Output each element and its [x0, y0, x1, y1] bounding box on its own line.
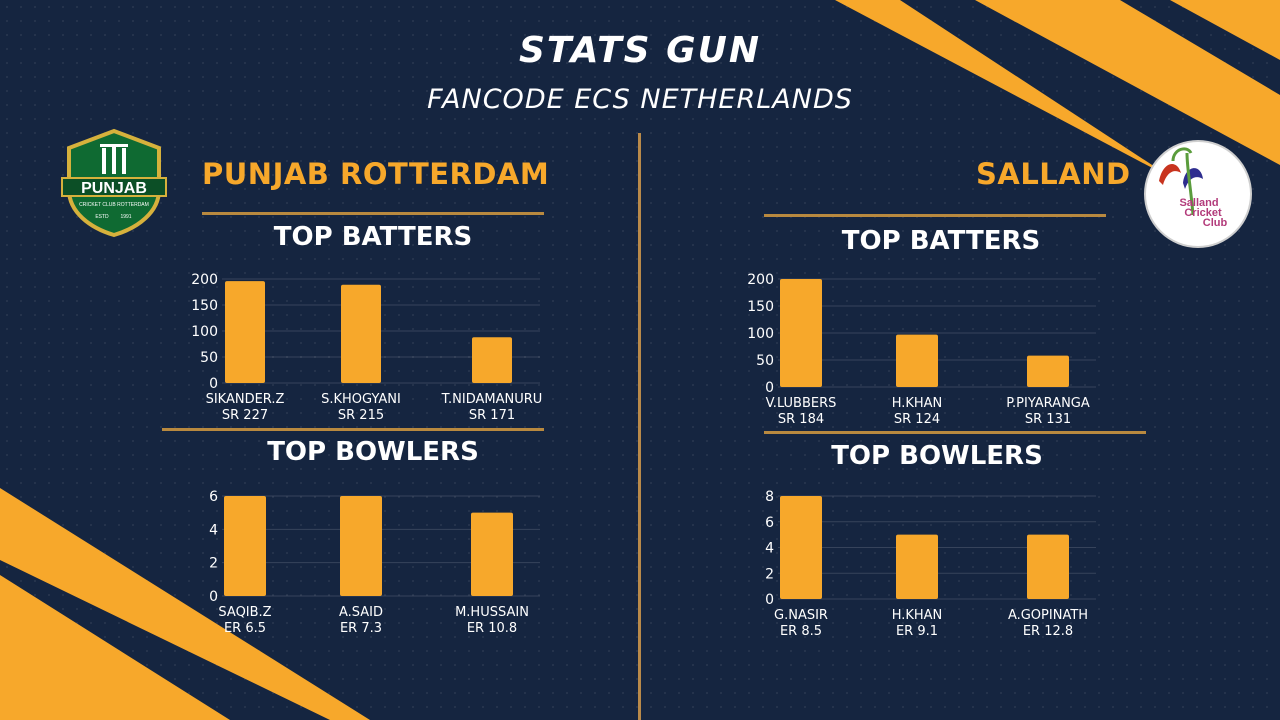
left-batters-title: TOP BATTERS: [273, 222, 473, 252]
category-sublabel: SR 227: [222, 408, 268, 423]
y-tick-label: 2: [209, 556, 218, 572]
y-tick-label: 100: [747, 326, 774, 342]
y-tick-label: 2: [765, 566, 774, 582]
stripe-bottom-left-2: [0, 575, 230, 720]
y-tick-label: 200: [747, 272, 774, 288]
y-tick-label: 6: [209, 489, 218, 505]
bar: [780, 496, 822, 599]
right-bowlers-title: TOP BOWLERS: [831, 441, 1043, 471]
y-tick-label: 6: [765, 515, 774, 531]
stripe-bottom-left-1: [0, 488, 370, 720]
y-tick-label: 150: [747, 299, 774, 315]
bar: [896, 334, 938, 387]
y-tick-label: 0: [209, 376, 218, 392]
bar: [340, 496, 382, 596]
category-sublabel: SR 131: [1025, 412, 1071, 427]
category-sublabel: ER 7.3: [340, 621, 382, 636]
category-label: H.KHAN: [892, 608, 943, 623]
bar: [780, 279, 822, 387]
category-sublabel: ER 10.8: [467, 621, 517, 636]
stripe-top-right-2: [975, 0, 1280, 165]
category-label: H.KHAN: [892, 396, 943, 411]
right-batters-title: TOP BATTERS: [841, 226, 1041, 256]
left-team-rule: [202, 212, 544, 215]
category-label: SIKANDER.Z: [206, 392, 285, 407]
category-sublabel: SR 124: [894, 412, 940, 427]
y-tick-label: 0: [209, 589, 218, 605]
y-tick-label: 0: [765, 380, 774, 396]
category-sublabel: ER 6.5: [224, 621, 266, 636]
punjab-logo-estd: ESTD: [95, 214, 109, 220]
y-tick-label: 100: [191, 324, 218, 340]
punjab-logo-name: PUNJAB: [81, 180, 147, 197]
right-team-name: SALLAND: [976, 157, 1131, 191]
y-tick-label: 4: [209, 522, 218, 538]
bar: [471, 512, 513, 596]
page-title: STATS GUN: [518, 30, 762, 71]
bar: [225, 281, 265, 383]
salland-logo-line1: Salland: [1179, 197, 1218, 209]
right-team-rule: [764, 214, 1106, 217]
stripe-top-right-1: [835, 0, 1175, 180]
category-sublabel: SR 215: [338, 408, 384, 423]
category-label: A.SAID: [339, 605, 383, 620]
category-sublabel: SR 184: [778, 412, 824, 427]
left-team-name: PUNJAB ROTTERDAM: [202, 157, 550, 191]
right-mid-rule: [764, 431, 1146, 434]
category-label: G.NASIR: [774, 608, 828, 623]
punjab-logo-tagline: CRICKET CLUB ROTTERDAM: [79, 202, 149, 208]
category-label: A.GOPINATH: [1008, 608, 1088, 623]
category-label: SAQIB.Z: [218, 605, 271, 620]
salland-logo-line2: Cricket: [1184, 207, 1222, 219]
y-tick-label: 150: [191, 298, 218, 314]
left-bowlers-title: TOP BOWLERS: [267, 437, 479, 467]
bar: [341, 284, 381, 383]
category-label: V.LUBBERS: [766, 396, 837, 411]
salland-logo: Salland Cricket Club: [1144, 140, 1252, 248]
category-sublabel: ER 8.5: [780, 624, 822, 639]
salland-logo-line3: Club: [1203, 217, 1228, 229]
bar: [224, 496, 266, 596]
bar: [896, 534, 938, 599]
bar: [472, 337, 512, 383]
category-sublabel: ER 9.1: [896, 624, 938, 639]
y-tick-label: 50: [200, 350, 218, 366]
category-label: T.NIDAMANURU: [441, 392, 543, 407]
category-sublabel: SR 171: [469, 408, 515, 423]
punjab-logo-year: 1991: [120, 214, 131, 220]
left-mid-rule: [162, 428, 544, 431]
bar: [1027, 355, 1069, 387]
y-tick-label: 8: [765, 489, 774, 505]
category-label: M.HUSSAIN: [455, 605, 529, 620]
category-label: S.KHOGYANI: [321, 392, 401, 407]
page-subtitle: FANCODE ECS NETHERLANDS: [427, 84, 853, 115]
y-tick-label: 50: [756, 353, 774, 369]
punjab-logo: PUNJAB CRICKET CLUB ROTTERDAM ESTD 1991: [61, 128, 167, 238]
y-tick-label: 0: [765, 592, 774, 608]
bar: [1027, 534, 1069, 599]
center-divider: [638, 133, 641, 720]
stripe-top-right-3: [1170, 0, 1280, 60]
category-sublabel: ER 12.8: [1023, 624, 1073, 639]
category-label: P.PIYARANGA: [1006, 396, 1090, 411]
y-tick-label: 4: [765, 541, 774, 557]
y-tick-label: 200: [191, 272, 218, 288]
